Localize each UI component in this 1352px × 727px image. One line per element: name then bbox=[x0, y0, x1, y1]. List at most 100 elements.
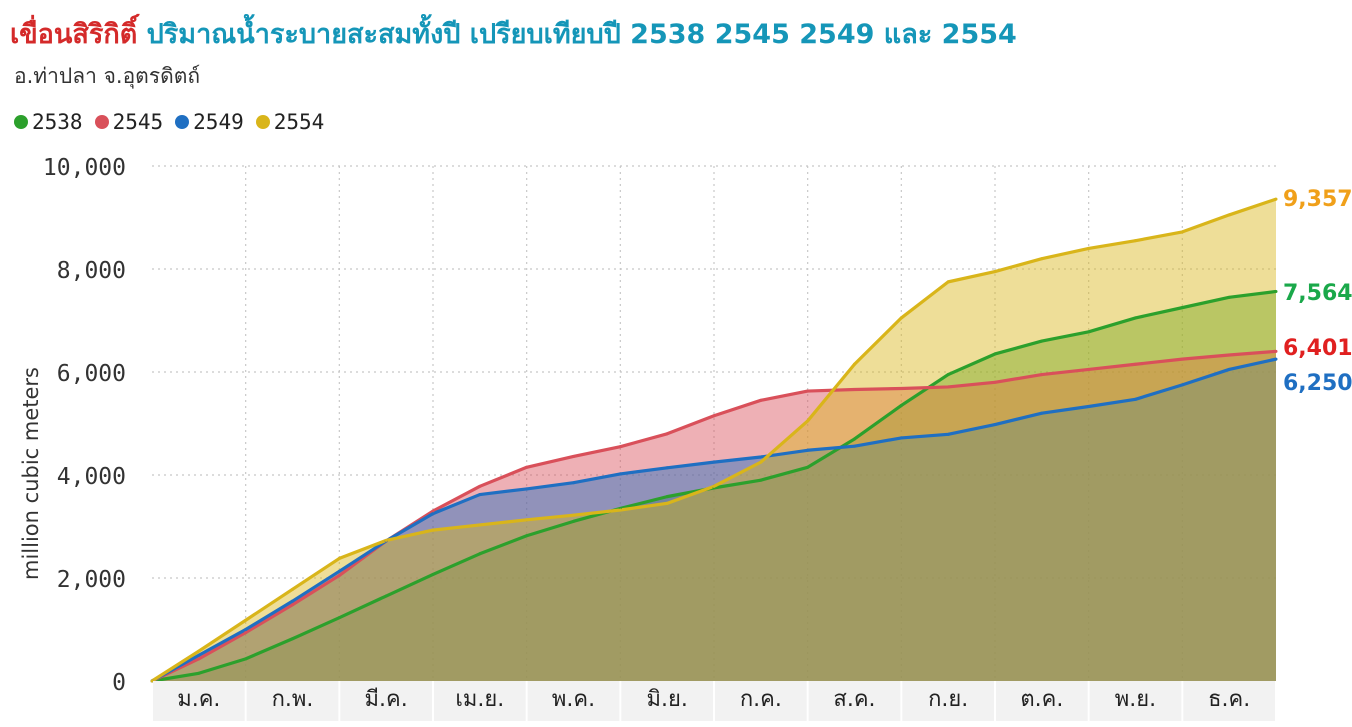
month-cell bbox=[434, 681, 526, 721]
point-2538 bbox=[478, 552, 482, 556]
month-cell bbox=[246, 681, 339, 721]
legend-dot-2538 bbox=[14, 115, 28, 129]
month-cell bbox=[902, 681, 994, 721]
legend-item-2545[interactable]: 2545 bbox=[94, 110, 164, 134]
area-2538 bbox=[152, 291, 1276, 681]
month-cell bbox=[1089, 681, 1182, 721]
y-tick-label: 10,000 bbox=[43, 155, 126, 181]
point-2538 bbox=[759, 478, 763, 482]
area-2545 bbox=[152, 351, 1276, 681]
point-2549 bbox=[853, 444, 856, 448]
point-2545 bbox=[899, 386, 903, 390]
point-2554 bbox=[1274, 197, 1278, 201]
point-2545 bbox=[244, 631, 248, 635]
point-2549 bbox=[244, 628, 248, 631]
month-cell bbox=[1183, 681, 1275, 721]
x-tick-label: พ.ย. bbox=[1115, 687, 1156, 712]
point-2538 bbox=[1180, 306, 1184, 310]
point-2538 bbox=[1274, 289, 1278, 293]
legend-item-2554[interactable]: 2554 bbox=[255, 110, 325, 134]
point-2554 bbox=[993, 270, 997, 274]
point-2554 bbox=[291, 587, 294, 591]
point-2549 bbox=[665, 466, 669, 470]
point-2538 bbox=[1134, 316, 1137, 320]
end-label-2549: 6,250 bbox=[1283, 371, 1352, 396]
point-2549 bbox=[478, 493, 482, 497]
point-2538 bbox=[1227, 295, 1231, 299]
point-2538 bbox=[525, 534, 529, 538]
point-2538 bbox=[665, 495, 669, 499]
point-2549 bbox=[618, 472, 622, 476]
end-label-2554: 9,357 bbox=[1283, 187, 1352, 212]
point-2554 bbox=[1087, 246, 1091, 250]
chart-title: เขื่อนสิริกิติ์ ปริมาณน้ำระบายสะสมทั้งปี… bbox=[10, 12, 1017, 55]
point-2554 bbox=[1180, 230, 1184, 234]
point-2554 bbox=[337, 556, 341, 560]
point-2554 bbox=[525, 518, 529, 522]
point-2549 bbox=[525, 487, 529, 491]
month-cell bbox=[808, 681, 901, 721]
point-2554 bbox=[946, 280, 950, 284]
x-tick-label: ก.ย. bbox=[928, 687, 968, 712]
y-tick-label: 2,000 bbox=[57, 567, 126, 593]
x-tick-label: มี.ค. bbox=[365, 687, 408, 712]
title-text: ปริมาณน้ำระบายสะสมทั้งปี เปรียบเทียบปี 2… bbox=[146, 19, 1017, 50]
point-2554 bbox=[197, 649, 201, 653]
point-2554 bbox=[853, 362, 856, 366]
dam-name: เขื่อนสิริกิติ์ bbox=[10, 19, 138, 50]
point-2545 bbox=[1227, 353, 1231, 357]
point-2545 bbox=[853, 388, 856, 392]
point-2545 bbox=[1040, 373, 1044, 377]
legend-dot-2545 bbox=[94, 115, 109, 129]
month-cell bbox=[715, 681, 807, 721]
point-2545 bbox=[946, 385, 950, 389]
month-cell bbox=[340, 681, 432, 721]
point-2554 bbox=[478, 523, 482, 527]
point-2549 bbox=[759, 455, 763, 459]
point-2554 bbox=[806, 419, 810, 423]
point-2538 bbox=[244, 657, 248, 661]
x-tick-label: ก.ค. bbox=[740, 687, 782, 712]
legend-label-2554: 2554 bbox=[273, 110, 325, 134]
legend-item-2538[interactable]: 2538 bbox=[14, 110, 83, 134]
legend-label-2545: 2545 bbox=[112, 110, 164, 134]
point-2549 bbox=[1134, 397, 1137, 401]
point-2549 bbox=[946, 432, 950, 436]
point-2545 bbox=[291, 603, 294, 607]
y-axis-label: million cubic meters bbox=[19, 367, 43, 580]
point-2554 bbox=[431, 528, 435, 532]
point-2545 bbox=[337, 573, 341, 577]
end-label-2538: 7,564 bbox=[1283, 281, 1352, 306]
point-2554 bbox=[618, 508, 622, 512]
month-cell bbox=[153, 681, 245, 721]
y-tick-label: 8,000 bbox=[57, 258, 126, 284]
point-2549 bbox=[291, 599, 294, 603]
legend-item-2549[interactable]: 2549 bbox=[175, 110, 244, 134]
point-2554 bbox=[665, 501, 669, 505]
x-tick-label: ก.พ. bbox=[272, 687, 314, 712]
point-2549 bbox=[197, 653, 201, 657]
y-tick-label: 6,000 bbox=[57, 361, 126, 387]
chart-subtitle: อ.ท่าปลา จ.อุตรดิตถ์ bbox=[14, 64, 201, 88]
point-2554 bbox=[1227, 213, 1231, 217]
point-2545 bbox=[572, 454, 575, 458]
point-2545 bbox=[1087, 367, 1091, 371]
point-2549 bbox=[431, 512, 435, 516]
point-2554 bbox=[1134, 239, 1137, 243]
point-2549 bbox=[993, 423, 997, 427]
point-2538 bbox=[853, 437, 856, 441]
point-2549 bbox=[1087, 405, 1091, 409]
x-tick-label: พ.ค. bbox=[552, 687, 595, 712]
point-2549 bbox=[337, 569, 341, 573]
point-2549 bbox=[572, 481, 575, 485]
point-2549 bbox=[712, 460, 716, 464]
point-2545 bbox=[1180, 357, 1184, 361]
point-2538 bbox=[384, 594, 388, 598]
point-2538 bbox=[337, 616, 341, 620]
point-2549 bbox=[806, 448, 810, 452]
point-2545 bbox=[197, 657, 201, 661]
x-tick-label: ต.ค. bbox=[1020, 687, 1063, 712]
point-2538 bbox=[197, 671, 201, 675]
point-2549 bbox=[1274, 357, 1278, 361]
point-2538 bbox=[291, 637, 294, 641]
